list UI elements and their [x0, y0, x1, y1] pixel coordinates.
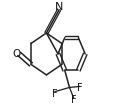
Text: N: N: [55, 2, 63, 12]
Text: F: F: [77, 83, 83, 93]
Text: O: O: [13, 49, 21, 59]
Text: F: F: [71, 95, 76, 105]
Text: F: F: [52, 88, 58, 99]
